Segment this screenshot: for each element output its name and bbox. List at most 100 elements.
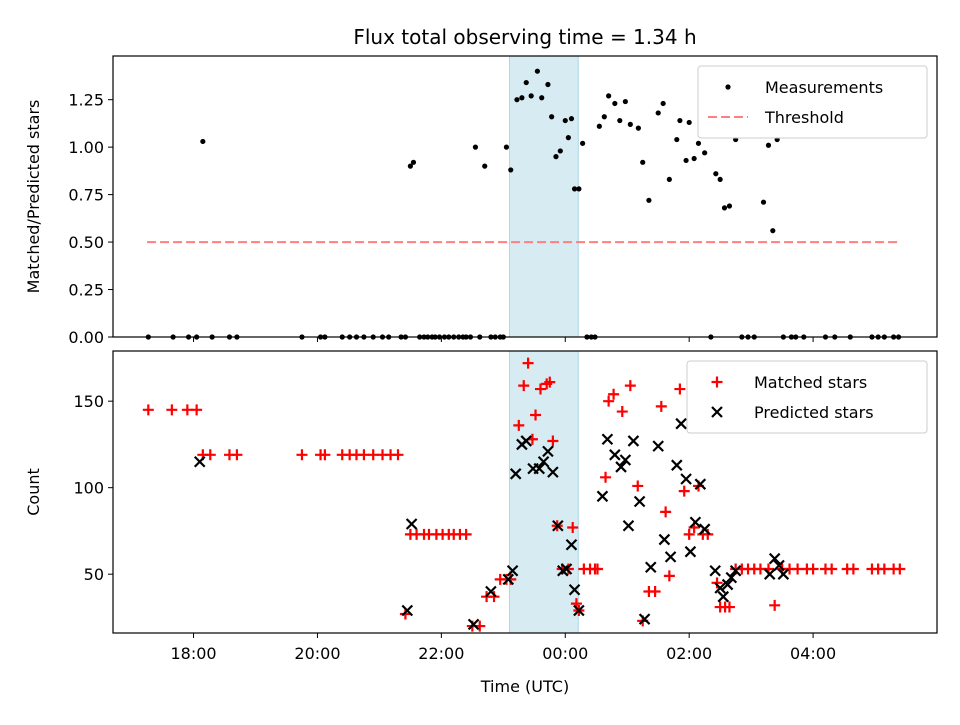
bottom-panel: 50 100 150 18:00 20:00 22:00 00:00 02:00 04:00 Ti… [24,350,938,696]
data-point [709,564,721,577]
data-point [660,506,672,518]
data-point [666,176,672,183]
data-point [632,480,644,492]
data-point [694,478,707,490]
y-tick-label: 1.25 [68,91,104,110]
data-point [713,171,719,177]
data-point [684,545,697,558]
x-axis-label: Time (UTC) [480,677,569,696]
data-point [542,445,554,458]
data-point [528,93,534,99]
legend-box [697,65,928,139]
data-point [547,435,559,447]
series-predicted-stars [193,417,790,631]
data-point [655,110,661,116]
legend: Measurements Threshold [697,65,928,139]
data-point [663,570,675,582]
data-point [534,383,546,395]
legend-label: Matched stars [754,373,867,392]
data-point [624,380,636,392]
data-point [560,563,573,575]
y-axis-label: Count [24,468,43,516]
data-point [601,114,607,120]
data-point [711,577,723,589]
data-point [683,528,695,540]
data-point [698,523,711,535]
data-point [616,406,628,418]
legend-marker [725,84,731,90]
data-point [544,376,556,388]
data-point [622,519,635,532]
data-point [769,599,781,611]
x-tick-label: 02:00 [666,644,712,663]
legend-label: Threshold [764,108,844,127]
y-tick-label: 1.00 [68,138,104,157]
data-point [520,435,533,447]
y-tick-label: 150 [73,392,104,411]
data-point [826,563,838,575]
data-point [770,228,776,234]
data-point [725,571,738,584]
data-point [729,564,742,577]
data-point [660,100,666,107]
data-point [763,568,776,580]
data-point [565,135,571,141]
data-point [506,564,519,577]
data-point [502,573,515,586]
data-point [627,435,640,447]
data-point [596,123,602,129]
data-point [680,473,692,485]
data-point [200,138,206,145]
data-point [204,449,216,461]
data-point [612,100,618,107]
data-point [319,449,331,461]
data-point [467,618,480,631]
data-point [533,462,546,475]
data-point [514,97,520,103]
data-point [513,419,525,431]
data-point [508,167,514,173]
axes-frame [112,350,938,634]
data-point [652,440,664,452]
data-point [717,590,730,603]
data-point [405,518,418,530]
legend: Matched stars Predicted stars [686,360,928,434]
data-point [768,552,781,565]
y-tick-label: 50 [84,565,104,584]
data-point [568,583,581,596]
highlight-span [509,55,579,338]
data-point [671,459,683,471]
data-point [677,117,683,124]
data-point [603,395,615,407]
data-point [617,117,623,124]
data-point [565,538,578,551]
data-point [568,116,575,122]
data-point [460,528,472,540]
data-point [678,485,690,497]
data-point [571,186,578,192]
data-point [878,563,890,575]
data-point [296,449,308,461]
data-point [488,591,500,603]
top-panel: 0.00 0.25 0.50 0.75 1.00 1.25 Flux total obser… [24,25,938,347]
data-point [635,125,641,131]
data-point [695,140,702,146]
data-point [562,117,568,124]
data-point [807,563,819,575]
data-point [723,601,735,613]
data-point [392,449,404,461]
data-point [702,150,708,156]
data-point [726,203,733,209]
data-point [689,516,702,529]
data-point [674,136,680,143]
data-point [401,604,414,617]
chart-title: Flux total observing time = 1.34 h [353,25,696,49]
data-point [622,98,628,105]
data-point [721,205,728,211]
data-point [894,563,906,575]
data-point [522,357,534,369]
data-point [649,585,661,597]
data-point [765,142,772,148]
data-point [691,155,697,162]
